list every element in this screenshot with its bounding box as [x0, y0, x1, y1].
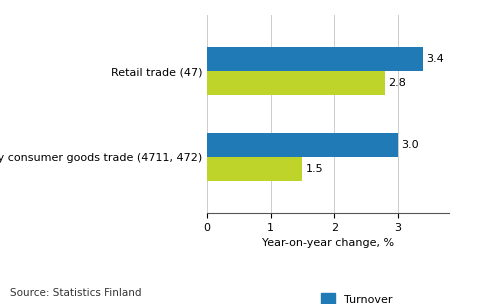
Bar — [207, 47, 423, 71]
Text: 2.8: 2.8 — [388, 78, 406, 88]
Text: 3.4: 3.4 — [426, 54, 444, 64]
Text: 3.0: 3.0 — [401, 140, 419, 150]
Bar — [207, 157, 302, 181]
Bar — [207, 133, 398, 157]
Text: Source: Statistics Finland: Source: Statistics Finland — [10, 288, 141, 298]
Text: 1.5: 1.5 — [306, 164, 323, 174]
Bar — [207, 71, 385, 95]
X-axis label: Year-on-year change, %: Year-on-year change, % — [262, 238, 394, 248]
Legend: Turnover, Sales volume: Turnover, Sales volume — [321, 293, 418, 304]
